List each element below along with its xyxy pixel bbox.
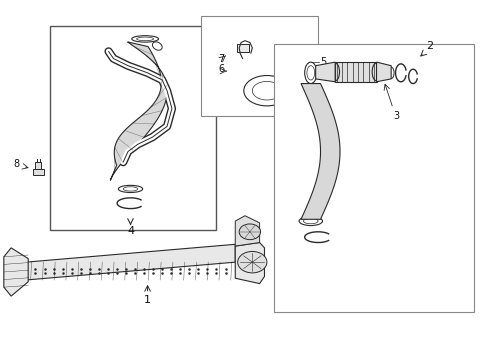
Bar	[335, 62, 376, 82]
Text: 5: 5	[320, 57, 327, 67]
Polygon shape	[4, 248, 28, 296]
Circle shape	[239, 224, 261, 240]
Polygon shape	[316, 62, 335, 82]
Text: 3: 3	[393, 111, 399, 121]
Text: 4: 4	[127, 226, 134, 237]
Text: 7: 7	[218, 54, 224, 64]
Text: 8: 8	[13, 159, 19, 169]
Bar	[50, 26, 216, 230]
Text: 2: 2	[427, 41, 434, 51]
Polygon shape	[110, 42, 167, 180]
Bar	[33, 169, 44, 175]
Polygon shape	[26, 244, 235, 280]
Bar	[201, 16, 318, 116]
Bar	[274, 44, 474, 312]
Text: 1: 1	[144, 295, 151, 305]
Bar	[35, 162, 41, 169]
Bar	[237, 44, 249, 52]
Polygon shape	[235, 216, 260, 246]
Text: 6: 6	[218, 64, 224, 74]
Polygon shape	[301, 84, 340, 219]
Polygon shape	[235, 243, 265, 284]
Circle shape	[238, 251, 267, 273]
Polygon shape	[376, 62, 391, 82]
